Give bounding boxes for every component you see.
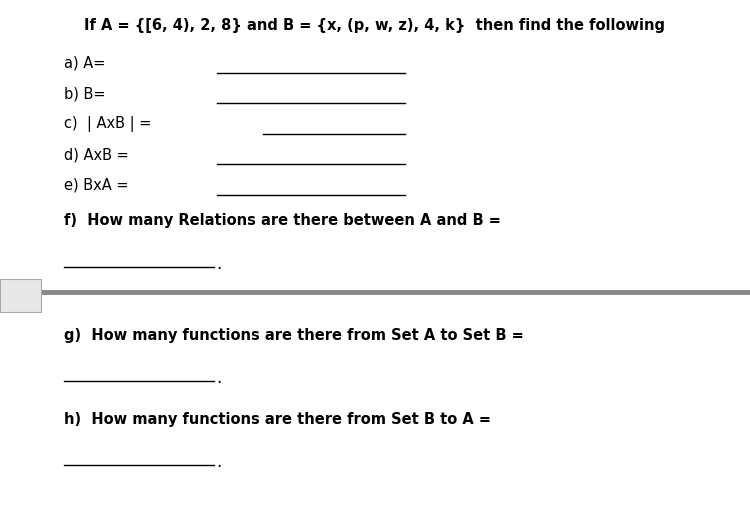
Text: .: . bbox=[216, 453, 221, 471]
Text: h)  How many functions are there from Set B to A =: h) How many functions are there from Set… bbox=[64, 411, 491, 427]
Text: a) A=: a) A= bbox=[64, 56, 105, 71]
Text: b) B=: b) B= bbox=[64, 86, 105, 102]
Text: f)  How many Relations are there between A and B =: f) How many Relations are there between … bbox=[64, 213, 501, 229]
Text: .: . bbox=[216, 369, 221, 388]
Text: If A = {[6, 4), 2, 8} and B = {x, (p, w, z), 4, k}  then find the following: If A = {[6, 4), 2, 8} and B = {x, (p, w,… bbox=[85, 18, 665, 33]
Text: e) BxA =: e) BxA = bbox=[64, 178, 128, 193]
Text: d) AxB =: d) AxB = bbox=[64, 147, 128, 163]
Text: c)  | AxB | =: c) | AxB | = bbox=[64, 116, 151, 133]
Text: g)  How many functions are there from Set A to Set B =: g) How many functions are there from Set… bbox=[64, 328, 524, 343]
Text: .: . bbox=[216, 255, 221, 273]
Bar bbox=[0, 279, 41, 312]
